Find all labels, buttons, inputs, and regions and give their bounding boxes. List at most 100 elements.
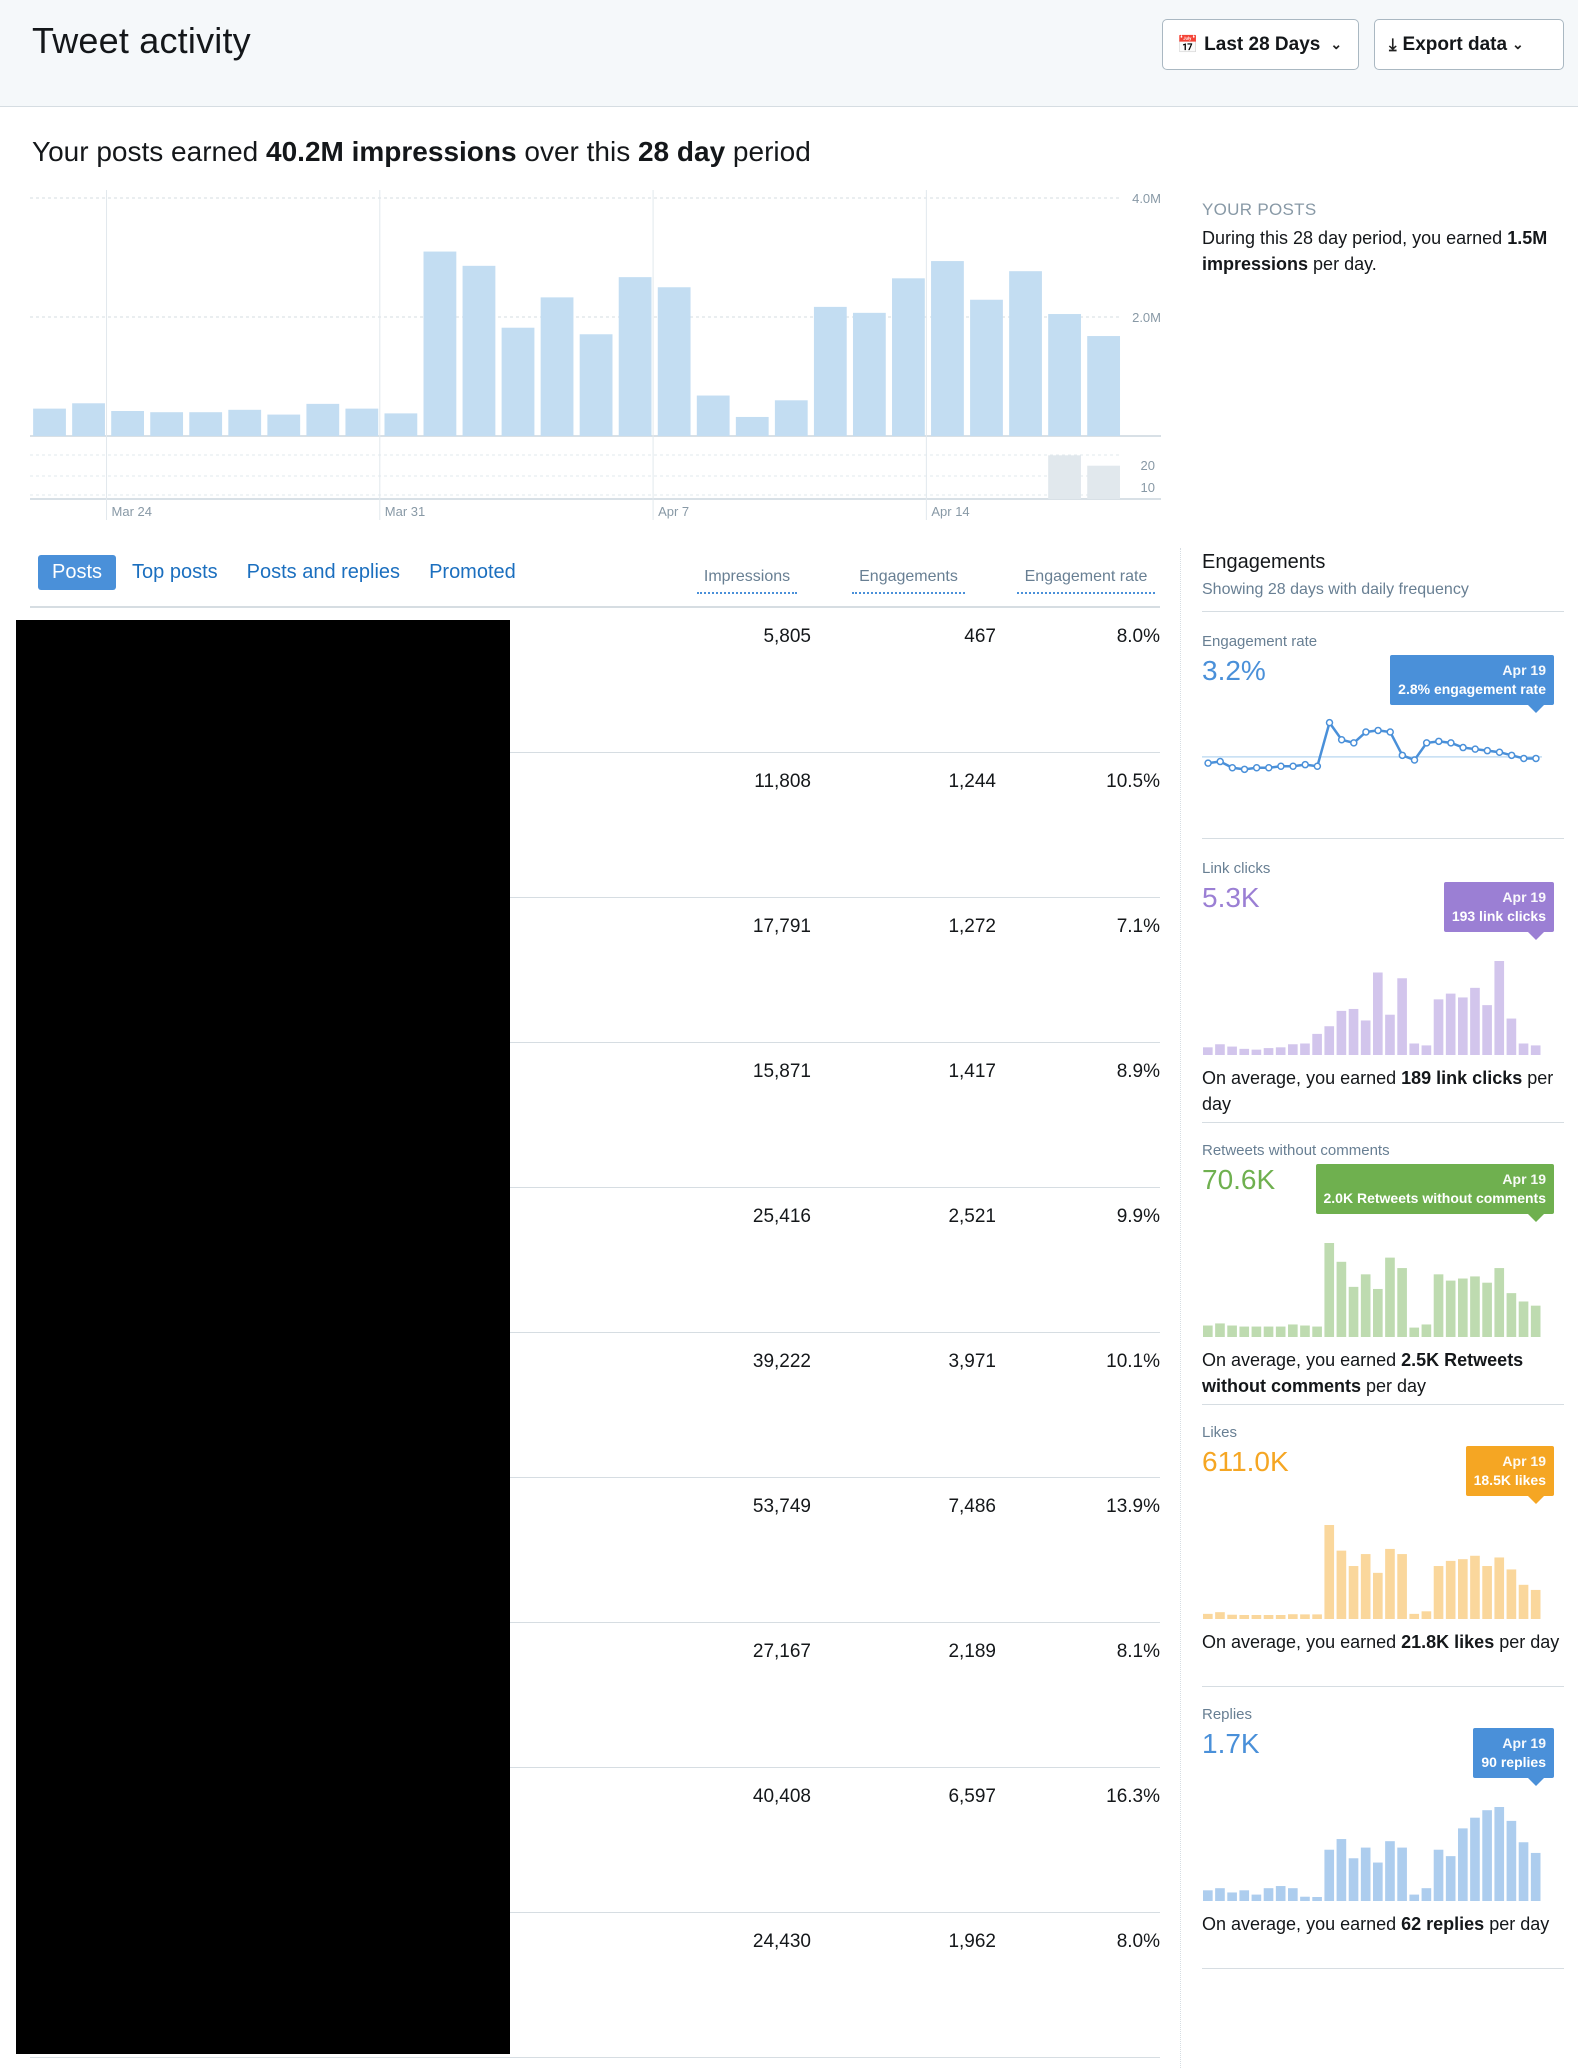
tab-posts-and-replies[interactable]: Posts and replies <box>246 561 401 583</box>
mini-bar <box>1373 1862 1383 1901</box>
impressions-bar[interactable] <box>618 277 652 436</box>
top-bar: Tweet activity 📅 Last 28 Days ⌄ ⤓ Export… <box>0 0 1578 107</box>
promoted-bar[interactable] <box>1048 455 1081 499</box>
impressions-bar[interactable] <box>384 413 418 436</box>
impressions-bar[interactable] <box>735 416 769 436</box>
impressions-bar[interactable] <box>306 403 340 436</box>
impressions-bar[interactable] <box>1087 336 1121 436</box>
engagements-column-header[interactable]: Engagements <box>852 568 965 594</box>
table-row[interactable]: 27,167 2,189 8.1% <box>30 1623 1160 1768</box>
table-row[interactable]: 11,808 1,244 10.5% <box>30 753 1160 898</box>
impressions-bar[interactable] <box>501 327 535 436</box>
engagement-rate-cell: 8.1% <box>1116 1641 1160 1662</box>
mini-bar <box>1336 1010 1347 1055</box>
mini-chart-engagement-rate <box>1202 718 1542 774</box>
average-value: 2.5K Retweets without comments <box>1202 1350 1524 1396</box>
engagement-rate-column-header[interactable]: Engagement rate <box>1017 568 1155 594</box>
mini-bar <box>1348 1858 1359 1901</box>
engagement-rate-cell: 7.1% <box>1116 916 1160 937</box>
impressions-bar[interactable] <box>228 409 262 436</box>
rate-point <box>1301 760 1309 769</box>
impressions-bar[interactable] <box>813 306 847 436</box>
date-range-button[interactable]: 📅 Last 28 Days ⌄ <box>1162 19 1359 70</box>
redacted-post-content <box>16 620 510 2054</box>
mini-bar <box>1506 1293 1517 1337</box>
table-row[interactable]: 24,430 1,962 8.0% <box>30 1913 1160 2058</box>
engagement-rate-cell: 10.1% <box>1106 1351 1160 1372</box>
mini-bar <box>1312 1614 1322 1619</box>
engagements-cell: 1,244 <box>948 771 996 792</box>
impressions-bar[interactable] <box>189 412 223 436</box>
metric-average: On average, you earned 189 link clicks p… <box>1202 1065 1562 1117</box>
engagements-cell: 467 <box>964 626 996 647</box>
mini-bar <box>1215 1323 1225 1337</box>
impressions-bar[interactable] <box>345 408 379 436</box>
impressions-bar[interactable] <box>1048 314 1081 436</box>
mini-bar <box>1409 1894 1420 1901</box>
impressions-bar[interactable] <box>423 251 457 436</box>
impressions-bar[interactable] <box>462 265 496 436</box>
tab-promoted[interactable]: Promoted <box>429 561 516 583</box>
y-tick-label: 2.0M <box>1132 310 1161 325</box>
impressions-bar[interactable] <box>970 299 1003 436</box>
y-tick-label: 4.0M <box>1132 191 1161 206</box>
table-row[interactable]: 53,749 7,486 13.9% <box>30 1478 1160 1623</box>
mini-chart-retweets-without-comments <box>1203 1243 1541 1337</box>
engagements-heading: Engagements <box>1202 551 1326 573</box>
impressions-column-header[interactable]: Impressions <box>697 568 797 594</box>
table-row[interactable]: 25,416 2,521 9.9% <box>30 1188 1160 1333</box>
engagement-rate-cell: 8.0% <box>1116 626 1160 647</box>
mini-bar <box>1251 1326 1262 1337</box>
mini-bar <box>1288 1324 1298 1337</box>
impressions-bar[interactable] <box>657 287 691 436</box>
impressions-bar[interactable] <box>72 403 105 436</box>
metric-tooltip: Apr 19 2.8% engagement rate <box>1390 655 1554 713</box>
tab-top-posts[interactable]: Top posts <box>132 561 218 583</box>
mini-bar <box>1494 1557 1505 1619</box>
export-data-button[interactable]: ⤓ Export data ⌄ <box>1374 19 1564 70</box>
impressions-bar[interactable] <box>774 400 808 436</box>
impressions-bar[interactable] <box>931 261 964 436</box>
metric-divider <box>1202 1404 1564 1405</box>
impressions-bar[interactable] <box>696 395 730 436</box>
impressions-bar[interactable] <box>111 411 144 436</box>
tab-posts[interactable]: Posts <box>38 555 117 590</box>
tooltip-date: Apr 19 <box>1502 662 1546 678</box>
mini-bar <box>1397 978 1407 1055</box>
mini-bar <box>1203 1047 1213 1055</box>
impressions-bar[interactable] <box>33 408 66 436</box>
mini-bar <box>1215 1888 1225 1901</box>
rate-point <box>1325 718 1334 727</box>
mini-bar <box>1203 1890 1213 1901</box>
mini-bar <box>1482 1566 1492 1619</box>
table-row[interactable]: 39,222 3,971 10.1% <box>30 1333 1160 1478</box>
headline-period: 28 day <box>637 136 726 167</box>
mini-bar <box>1458 997 1468 1055</box>
mini-bar <box>1385 1841 1395 1901</box>
mini-bar <box>1530 1589 1541 1619</box>
impressions-bar[interactable] <box>150 412 184 436</box>
impressions-bar[interactable] <box>267 414 301 436</box>
metric-value: 611.0K <box>1202 1446 1289 1477</box>
impressions-bar[interactable] <box>579 334 613 436</box>
rate-point <box>1240 765 1249 774</box>
mini-bar <box>1433 1849 1444 1901</box>
mini-bar <box>1421 1888 1432 1901</box>
impressions-bar[interactable] <box>852 312 886 436</box>
mini-bar <box>1263 1326 1274 1337</box>
table-row[interactable]: 17,791 1,272 7.1% <box>30 898 1160 1043</box>
impressions-cell: 11,808 <box>754 771 811 792</box>
mini-bar <box>1263 1048 1274 1055</box>
impressions-bar[interactable] <box>540 297 574 436</box>
metric-divider <box>1202 1968 1564 1969</box>
promoted-bar[interactable] <box>1087 465 1121 499</box>
table-row[interactable]: 15,871 1,417 8.9% <box>30 1043 1160 1188</box>
rate-point <box>1532 754 1540 763</box>
table-row[interactable]: 5,805 467 8.0% <box>30 608 1160 753</box>
rate-line <box>1207 719 1536 771</box>
impressions-bar[interactable] <box>892 278 925 436</box>
mini-bar <box>1300 1896 1310 1901</box>
impressions-bar[interactable] <box>1009 271 1042 436</box>
table-row[interactable]: 40,408 6,597 16.3% <box>30 1768 1160 1913</box>
mini-bar <box>1312 1033 1322 1055</box>
